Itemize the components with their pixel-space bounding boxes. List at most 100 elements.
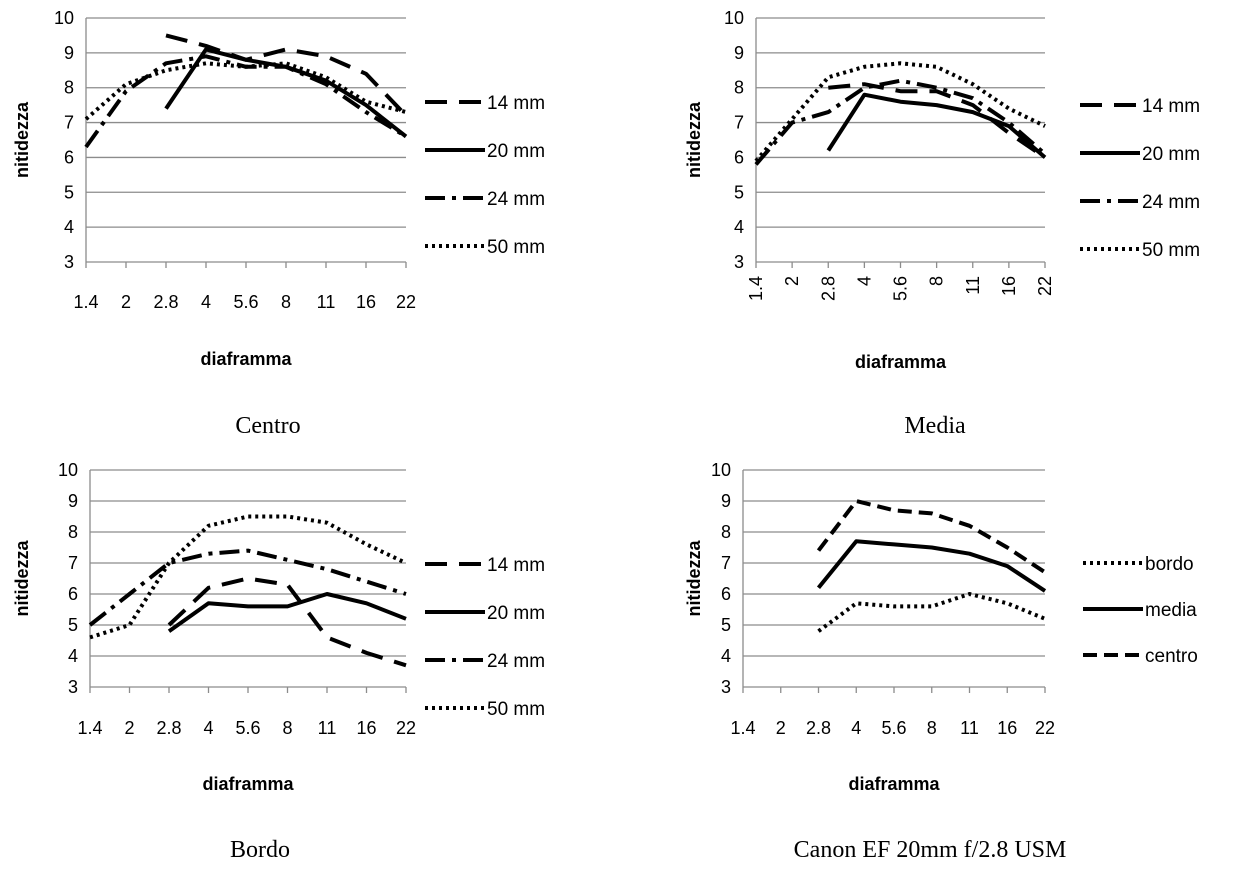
y-tick-label: 3 — [64, 252, 74, 272]
x-tick-label: 1.4 — [77, 718, 102, 738]
series-line — [88, 548, 407, 627]
x-tick-label: 4 — [201, 292, 211, 312]
legend-label: 20 mm — [487, 603, 545, 624]
chart-caption: Media — [904, 413, 966, 439]
x-tick-label: 11 — [318, 718, 337, 738]
legend-label: bordo — [1145, 554, 1194, 575]
legend-label: 50 mm — [487, 699, 545, 720]
y-tick-label: 5 — [64, 182, 74, 202]
legend-label: 20 mm — [487, 141, 545, 162]
y-tick-label: 5 — [68, 615, 78, 635]
x-tick-label: 2.8 — [806, 718, 831, 738]
y-tick-label: 8 — [64, 78, 74, 98]
x-tick-label: 16 — [356, 718, 376, 738]
x-tick-label: 1.4 — [73, 292, 98, 312]
legend-label: 14 mm — [1142, 96, 1200, 117]
x-tick-label: 16 — [997, 718, 1017, 738]
x-tick-label: 4 — [203, 718, 213, 738]
series-line — [754, 61, 1046, 163]
y-tick-label: 6 — [68, 584, 78, 604]
series-line — [754, 78, 1047, 166]
legend-label: 14 mm — [487, 93, 545, 114]
chart-panel-3: 3 4 5 6 7 8 9 10 1.4 2 2.8 4 5.6 8 11 16 22 diaframma niti… — [12, 460, 545, 863]
chart-caption: Centro — [235, 413, 300, 439]
x-tick-label: 2.8 — [153, 292, 178, 312]
legend-label: media — [1145, 600, 1197, 621]
y-tick-label: 3 — [734, 252, 744, 272]
series-line — [165, 33, 408, 117]
y-tick-label: 6 — [734, 147, 744, 167]
series-line — [816, 499, 1047, 574]
x-tick-label: 2 — [776, 718, 786, 738]
series-line — [816, 539, 1047, 593]
y-tick-label: 6 — [721, 584, 731, 604]
x-tick-label: 5.6 — [233, 292, 258, 312]
x-tick-label: 2.8 — [818, 276, 838, 301]
y-tick-label: 4 — [721, 646, 731, 666]
y-tick-label: 4 — [734, 217, 744, 237]
x-tick-label: 11 — [963, 276, 983, 295]
legend-label: 50 mm — [1142, 240, 1200, 261]
x-axis-title: diaframma — [848, 774, 940, 794]
y-tick-label: 6 — [64, 147, 74, 167]
x-tick-label: 1.4 — [746, 276, 766, 301]
y-axis-title: nitidezza — [12, 101, 32, 178]
x-tick-label: 2 — [121, 292, 131, 312]
x-tick-label: 16 — [999, 276, 1019, 296]
chart-panel-2: 3 4 5 6 7 8 9 10 1.4 2 2.8 4 5.6 8 11 16 22 diaframma niti… — [684, 8, 1200, 439]
x-tick-label: 2 — [124, 718, 134, 738]
y-tick-label: 8 — [721, 522, 731, 542]
x-axis-title: diaframma — [200, 349, 292, 369]
x-tick-label: 8 — [927, 718, 937, 738]
x-tick-label: 22 — [396, 292, 416, 312]
x-tick-label: 5.6 — [881, 718, 906, 738]
y-tick-label: 3 — [721, 677, 731, 697]
y-tick-label: 8 — [734, 78, 744, 98]
series-line — [84, 61, 407, 121]
y-axis-title: nitidezza — [684, 540, 704, 617]
series-line — [167, 592, 407, 633]
y-tick-label: 3 — [68, 677, 78, 697]
y-tick-label: 9 — [68, 491, 78, 511]
x-tick-label: 4 — [851, 718, 861, 738]
x-tick-label: 8 — [927, 276, 947, 286]
x-tick-label: 8 — [282, 718, 292, 738]
x-tick-label: 22 — [1035, 718, 1055, 738]
series-line — [167, 576, 407, 668]
x-tick-label: 2.8 — [156, 718, 181, 738]
chart-caption: Canon EF 20mm f/2.8 USM — [794, 837, 1067, 863]
legend-label: 24 mm — [1142, 192, 1200, 213]
x-tick-label: 2 — [782, 276, 802, 286]
y-tick-label: 10 — [54, 8, 74, 28]
x-tick-label: 11 — [317, 292, 336, 312]
series-line — [828, 82, 1047, 160]
legend-label: 50 mm — [487, 237, 545, 258]
series-line — [89, 514, 407, 640]
chart-caption: Bordo — [230, 837, 290, 863]
x-tick-label: 22 — [1035, 276, 1055, 296]
legend-label: 24 mm — [487, 651, 545, 672]
y-tick-label: 4 — [68, 646, 78, 666]
y-axis-title: nitidezza — [684, 101, 704, 178]
y-axis-title: nitidezza — [12, 540, 32, 617]
x-tick-label: 16 — [356, 292, 376, 312]
series-line — [164, 47, 408, 139]
y-tick-label: 10 — [58, 460, 78, 480]
y-tick-label: 5 — [734, 182, 744, 202]
x-tick-label: 5.6 — [235, 718, 260, 738]
y-tick-label: 10 — [711, 460, 731, 480]
legend-label: 24 mm — [487, 189, 545, 210]
y-tick-label: 10 — [724, 8, 744, 28]
y-tick-label: 7 — [64, 113, 74, 133]
series-line — [826, 92, 1047, 159]
legend-label: 14 mm — [487, 555, 545, 576]
y-tick-label: 9 — [721, 491, 731, 511]
x-tick-label: 8 — [281, 292, 291, 312]
y-tick-label: 7 — [734, 113, 744, 133]
legend-label: 20 mm — [1142, 144, 1200, 165]
x-tick-label: 5.6 — [891, 276, 911, 301]
chart-panel-4: 3 4 5 6 7 8 9 10 1.4 2 2.8 4 5.6 8 11 16 22 diaframma niti… — [684, 460, 1198, 863]
y-tick-label: 7 — [68, 553, 78, 573]
y-tick-label: 8 — [68, 522, 78, 542]
